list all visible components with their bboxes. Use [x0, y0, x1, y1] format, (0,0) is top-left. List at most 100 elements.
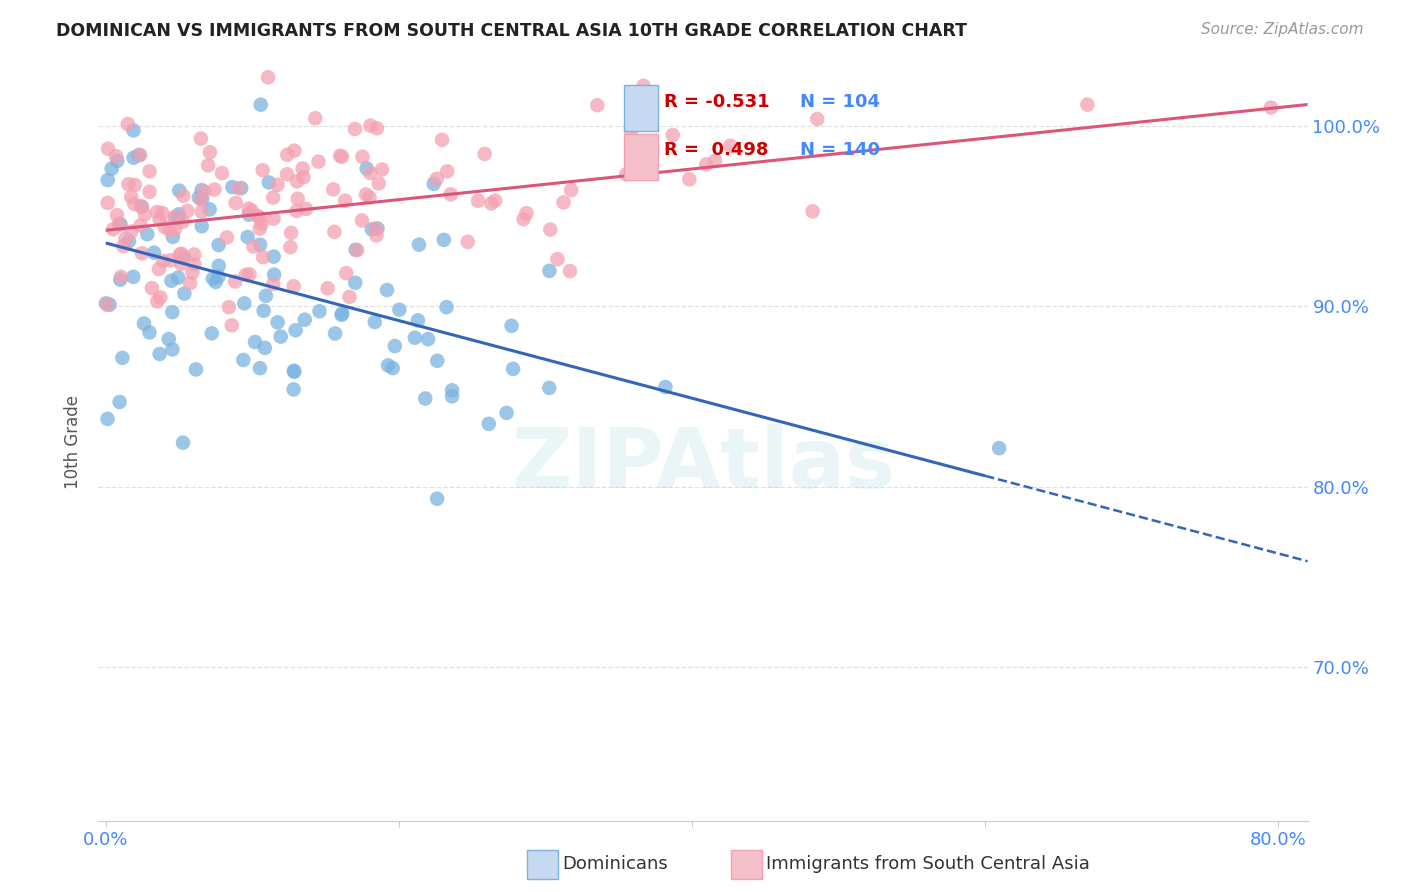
Point: [238, 202, 260, 216]
Point: [359, 166, 381, 180]
Point: [111, 351, 134, 365]
Point: [170, 257, 193, 271]
Text: N = 140: N = 140: [800, 141, 880, 159]
Point: [356, 161, 378, 176]
Point: [221, 318, 243, 333]
Point: [108, 217, 131, 231]
Point: [173, 250, 195, 264]
Point: [224, 275, 246, 289]
Point: [190, 131, 212, 145]
Point: [283, 279, 305, 293]
Point: [335, 266, 357, 280]
Point: [474, 147, 496, 161]
Point: [335, 194, 357, 208]
Point: [654, 380, 676, 394]
Point: [801, 204, 824, 219]
Point: [283, 383, 305, 397]
Point: [150, 206, 173, 220]
Point: [204, 183, 226, 197]
Point: [263, 268, 285, 282]
Point: [117, 178, 139, 192]
Point: [122, 269, 145, 284]
Point: [404, 331, 426, 345]
Point: [252, 163, 274, 178]
Point: [350, 213, 373, 227]
Point: [479, 196, 502, 211]
Point: [364, 315, 387, 329]
Point: [149, 347, 172, 361]
Point: [138, 326, 160, 340]
Text: Immigrants from South Central Asia: Immigrants from South Central Asia: [766, 855, 1090, 873]
Point: [124, 178, 146, 192]
Point: [236, 230, 259, 244]
Point: [354, 187, 377, 202]
Point: [330, 150, 353, 164]
Point: [97, 173, 120, 187]
Text: N = 104: N = 104: [800, 93, 880, 111]
Point: [560, 183, 582, 197]
Point: [253, 303, 276, 318]
FancyBboxPatch shape: [624, 85, 658, 130]
Point: [257, 176, 280, 190]
Point: [250, 217, 273, 231]
Point: [416, 332, 439, 346]
Point: [360, 222, 382, 236]
Point: [96, 412, 118, 426]
Point: [136, 227, 159, 242]
Point: [988, 441, 1011, 455]
Point: [183, 257, 205, 271]
Point: [249, 361, 271, 376]
Point: [100, 161, 122, 176]
Point: [426, 353, 449, 368]
Point: [187, 190, 209, 204]
Point: [501, 318, 523, 333]
Point: [495, 406, 517, 420]
Point: [165, 211, 187, 225]
Point: [163, 222, 186, 236]
Point: [110, 273, 132, 287]
Point: [426, 491, 449, 506]
Point: [249, 221, 271, 235]
Point: [225, 196, 247, 211]
Point: [160, 274, 183, 288]
Point: [190, 219, 212, 234]
Point: [586, 98, 609, 112]
Point: [285, 174, 308, 188]
Point: [120, 190, 142, 204]
Point: [467, 194, 489, 208]
Point: [512, 212, 534, 227]
Point: [308, 304, 330, 318]
Point: [122, 123, 145, 137]
Point: [538, 222, 561, 236]
Point: [112, 239, 135, 253]
Text: Source: ZipAtlas.com: Source: ZipAtlas.com: [1201, 22, 1364, 37]
Point: [96, 298, 118, 312]
Point: [162, 343, 184, 357]
Point: [553, 195, 575, 210]
Text: DOMINICAN VS IMMIGRANTS FROM SOUTH CENTRAL ASIA 10TH GRADE CORRELATION CHART: DOMINICAN VS IMMIGRANTS FROM SOUTH CENTR…: [56, 22, 967, 40]
Point: [105, 153, 128, 168]
Y-axis label: 10th Grade: 10th Grade: [65, 394, 83, 489]
Point: [176, 203, 198, 218]
Point: [131, 200, 153, 214]
Point: [270, 329, 292, 343]
Point: [408, 237, 430, 252]
Point: [478, 417, 501, 431]
Point: [97, 142, 120, 156]
Point: [105, 208, 128, 222]
Point: [413, 392, 436, 406]
Point: [371, 162, 394, 177]
Point: [167, 184, 190, 198]
Point: [201, 326, 224, 341]
Point: [292, 170, 315, 185]
Point: [284, 323, 307, 337]
Point: [246, 209, 269, 223]
Point: [538, 381, 561, 395]
Point: [249, 211, 271, 225]
Point: [440, 187, 463, 202]
Point: [211, 166, 233, 180]
Point: [620, 124, 643, 138]
Point: [538, 264, 561, 278]
Point: [377, 359, 399, 373]
Point: [381, 361, 404, 376]
